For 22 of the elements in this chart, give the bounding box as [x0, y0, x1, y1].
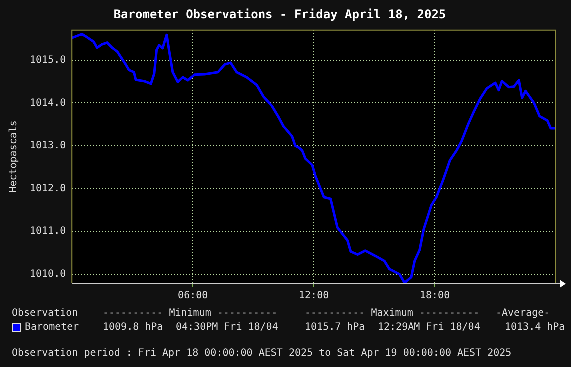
- text: 1013.4 hPa: [505, 322, 566, 334]
- y-tick-label: 1013.0: [30, 140, 66, 152]
- legend-label: Barometer: [25, 322, 80, 333]
- y-tick-label: 1014.0: [30, 98, 66, 109]
- text: Observation period : Fri Apr 18 00:00:00 AEST 2025 to Sat Apr 19 00:00:00 AEST 2025: [12, 348, 512, 360]
- chart-title: Barometer Observations - Friday April 18, 2025: [114, 7, 446, 22]
- text: ---------- Minimum ----------: [103, 308, 278, 320]
- y-tick-label: 1010.0: [30, 269, 66, 280]
- y-axis-title: Hectopascals: [8, 120, 20, 193]
- text: Observation: [12, 308, 78, 320]
- y-tick-label: 1011.0: [30, 226, 66, 238]
- y-tick-label: 1012.0: [30, 183, 66, 194]
- y-tick-label: 1015.0: [30, 54, 66, 66]
- x-tick-label: 18:00: [420, 290, 450, 302]
- text: 1009.8 hPa: [103, 322, 164, 334]
- text: 1015.7 hPa: [305, 322, 366, 334]
- text: 12:29AM Fri 18/04: [378, 322, 480, 334]
- text: ---------- Maximum ----------: [305, 308, 480, 320]
- text: -Average-: [496, 308, 550, 320]
- text: 04:30PM Fri 18/04: [176, 322, 278, 334]
- x-tick-label: 06:00: [178, 290, 208, 302]
- x-tick-label: 12:00: [299, 290, 330, 302]
